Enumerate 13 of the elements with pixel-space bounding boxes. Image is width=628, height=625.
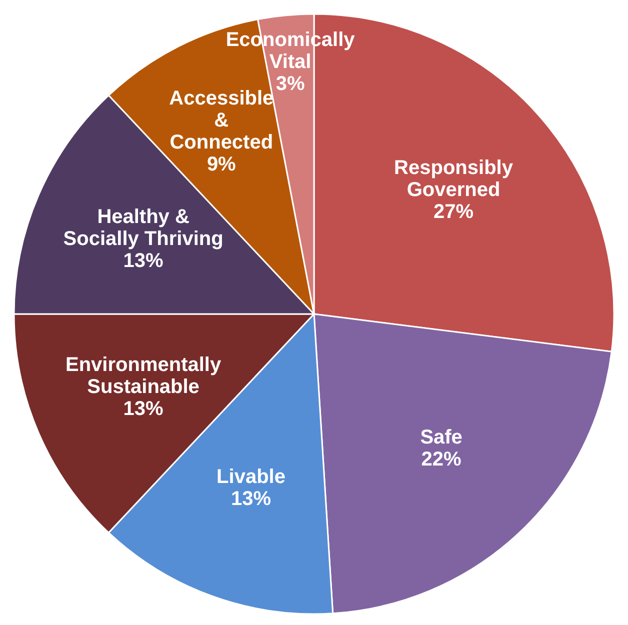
slice-label: Environmentally Sustainable xyxy=(65,354,222,398)
slice-label: Accessible & Connected xyxy=(169,88,274,154)
slice-label: Livable xyxy=(216,466,286,488)
slice-label: Healthy & Socially Thriving xyxy=(63,206,224,250)
data-label: 9% xyxy=(206,154,236,176)
data-label: 27% xyxy=(434,201,474,224)
data-label: 22% xyxy=(421,448,462,471)
data-label: 3% xyxy=(276,73,305,96)
slice-label: Safe xyxy=(420,426,462,449)
data-label: 13% xyxy=(123,398,164,420)
slice-label: Responsibly Governed xyxy=(394,157,514,202)
data-label: 13% xyxy=(230,488,272,510)
data-label: 13% xyxy=(123,250,164,272)
